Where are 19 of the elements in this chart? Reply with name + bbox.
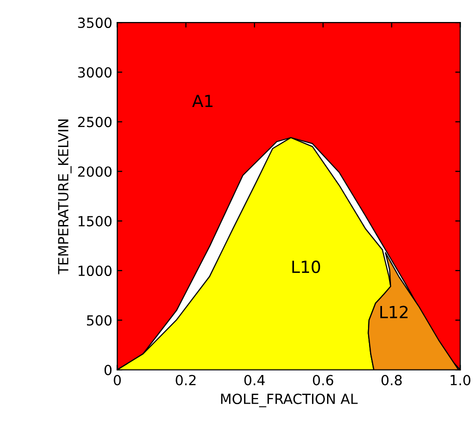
series-label: L10 (292, 260, 320, 274)
x-tick-label: 1.0 (450, 374, 470, 386)
x-tick-label: 0 (114, 374, 121, 386)
band-label: A1 (192, 94, 212, 108)
y-tick-label: 3500 (78, 18, 112, 28)
x-tick-label: 0.4 (244, 374, 265, 386)
y-tick-label: 2000 (78, 166, 112, 177)
y-tick-label: 3000 (78, 67, 112, 78)
series-label: L12 (380, 306, 408, 318)
x-tick-label: 0.8 (382, 374, 402, 386)
y-axis-title: TEMPERATURE_KELVIN (58, 120, 72, 274)
x-tick-label: 0.6 (312, 374, 334, 386)
x-axis-title: MOLE_FRACTION AL (221, 394, 358, 408)
x-tick-label: 0.2 (176, 374, 196, 386)
y-tick-label: 1500 (78, 216, 112, 226)
y-tick-label: 0 (104, 364, 112, 376)
y-tick-label: 1000 (78, 266, 112, 276)
y-tick-label: 2500 (78, 116, 112, 128)
y-tick-label: 500 (87, 315, 112, 326)
